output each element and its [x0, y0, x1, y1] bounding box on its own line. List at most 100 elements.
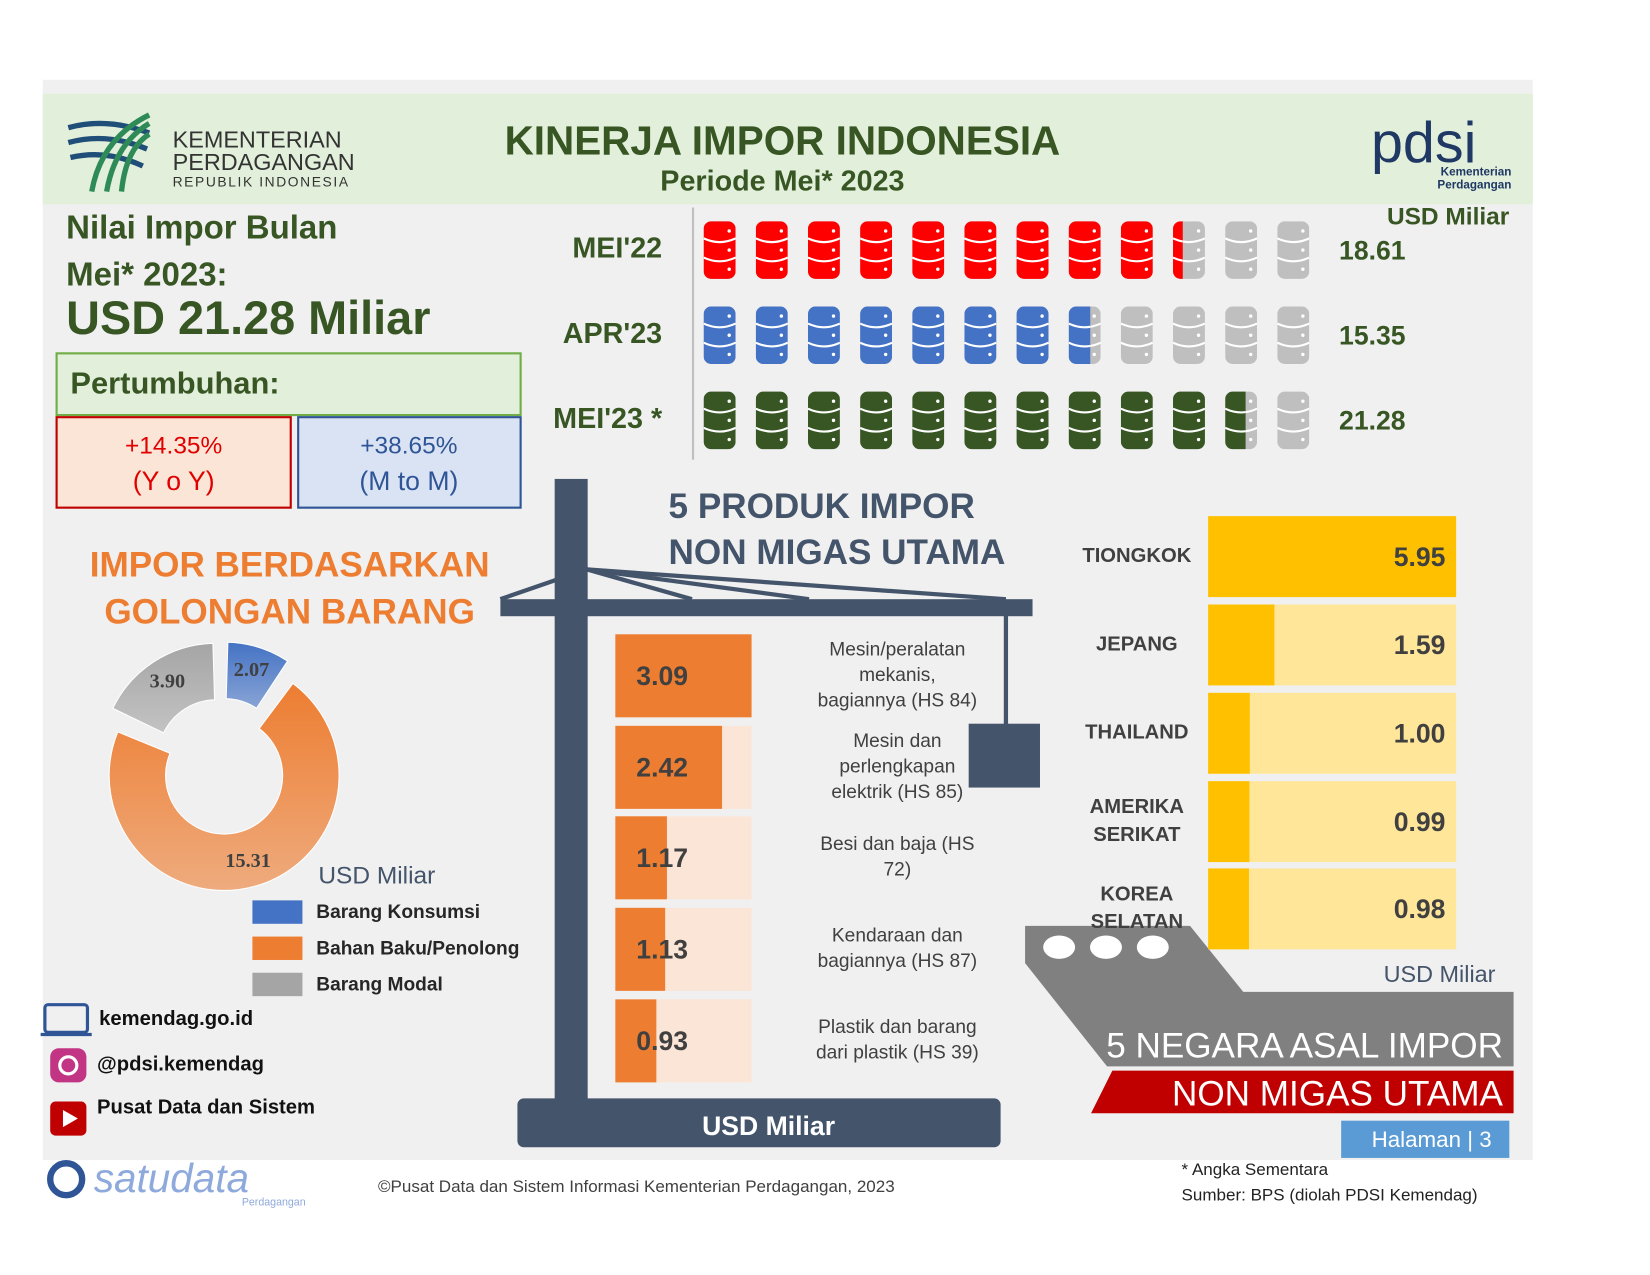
icon-dot: [988, 437, 992, 442]
icon-seam: [1277, 407, 1310, 414]
mtm-box: [297, 416, 522, 509]
icon-dot: [1196, 229, 1201, 233]
value-label: 3.09: [636, 661, 688, 691]
icon-body: [807, 221, 840, 279]
value-icon: [912, 221, 945, 279]
icon-seam: [703, 426, 736, 433]
yoy-box: [55, 416, 292, 509]
icon-dot: [727, 314, 731, 318]
icon-dot: [1196, 314, 1201, 318]
icon-seam: [1120, 341, 1153, 348]
value-icon: [703, 221, 736, 279]
icon-dot: [1092, 399, 1096, 403]
icon-dot: [1144, 418, 1149, 423]
icon-seam: [1068, 426, 1101, 433]
icon-seam: [1173, 237, 1183, 243]
icon-seam: [755, 322, 788, 329]
icon-seam: [1016, 426, 1049, 433]
category-label: THAILAND: [1085, 722, 1188, 744]
icon-seam: [807, 256, 840, 263]
ministry-name: KEMENTERIAN: [173, 127, 342, 153]
icon-seam: [912, 407, 945, 414]
slice-label: 2.07: [234, 659, 269, 681]
icon-body: [1016, 306, 1049, 364]
icon-dot: [1144, 437, 1149, 442]
icon-seam: [1277, 341, 1310, 348]
icon-seam: [860, 407, 893, 414]
value-icon: [1173, 221, 1183, 279]
icon-dot: [727, 399, 731, 403]
icon-seam: [1016, 237, 1049, 244]
icon-body: [860, 221, 893, 279]
brand-logo: pdsi: [1371, 111, 1476, 175]
ministry-country: REPUBLIK INDONESIA: [173, 174, 350, 190]
icon-body: [964, 391, 997, 450]
category-label: bagiannya (HS 84): [818, 690, 978, 711]
icon-dot: [1249, 267, 1253, 271]
icon-dot: [727, 437, 731, 442]
bar: [1208, 692, 1250, 774]
icon-dot: [1301, 352, 1305, 357]
icon-body: [1120, 391, 1153, 450]
value-icon: [703, 391, 736, 450]
value-label: 21.28: [1339, 406, 1406, 436]
icon-seam: [964, 426, 997, 433]
icon-dot: [1196, 418, 1201, 423]
icon-body: [1225, 221, 1258, 279]
icon-dot: [1144, 352, 1149, 357]
icon-seam: [964, 341, 997, 348]
icon-dot: [779, 418, 784, 423]
icon-dot: [1196, 399, 1201, 403]
category-label: Plastik dan barang: [818, 1017, 977, 1038]
icon-dot: [1040, 333, 1044, 337]
icon-body: [1068, 221, 1101, 279]
row-label: MEI'23 *: [553, 403, 663, 435]
icon-dot: [831, 399, 836, 403]
icon-seam: [1016, 256, 1049, 263]
category-label: Mesin dan: [853, 731, 941, 752]
icon-body: [1016, 391, 1049, 450]
value-icon: [860, 221, 893, 279]
value-icon: [1016, 221, 1049, 279]
icon-dot: [1092, 229, 1096, 233]
icon-dot: [936, 418, 940, 423]
value-icon: [703, 306, 736, 364]
icon-seam: [1120, 407, 1153, 414]
icon-dot: [779, 314, 784, 318]
chart-title: 5 NEGARA ASAL IMPOR: [1106, 1027, 1503, 1066]
category-label: mekanis,: [859, 665, 936, 686]
icon-dot: [936, 314, 940, 318]
icon-dot: [1092, 248, 1096, 252]
icon-seam: [1277, 237, 1310, 244]
icon-seam: [860, 322, 893, 329]
icon-dot: [1249, 399, 1253, 403]
icon-body: [755, 391, 788, 450]
growth-title: Pertumbuhan:: [70, 365, 279, 400]
icon-dot: [727, 229, 731, 233]
bar-track: [1208, 868, 1457, 950]
category-label: dari plastik (HS 39): [816, 1043, 979, 1064]
icon-dot: [1092, 437, 1096, 442]
icon-seam: [1277, 322, 1310, 329]
icon-seam: [912, 237, 945, 244]
icon-dot: [883, 352, 888, 357]
value-icon: [1016, 306, 1049, 364]
icon-seam: [1225, 341, 1258, 348]
icon-body: [1068, 391, 1101, 450]
icon-seam: [807, 322, 840, 329]
icon-dot: [1040, 437, 1044, 442]
row-label: APR'23: [563, 318, 662, 350]
icon-dot: [1144, 399, 1149, 403]
icon-body: [1173, 391, 1205, 450]
icon-dot: [727, 352, 731, 357]
page-badge: [1341, 1120, 1510, 1158]
value-icon: [1173, 391, 1205, 450]
icon-body: [1120, 306, 1153, 364]
bar: [615, 999, 657, 1083]
icon-seam: [1120, 256, 1153, 263]
legend-swatch: [252, 936, 303, 960]
mtm-label: (M to M): [359, 466, 458, 496]
icon-seam: [703, 407, 736, 414]
icon-dot: [779, 267, 784, 271]
